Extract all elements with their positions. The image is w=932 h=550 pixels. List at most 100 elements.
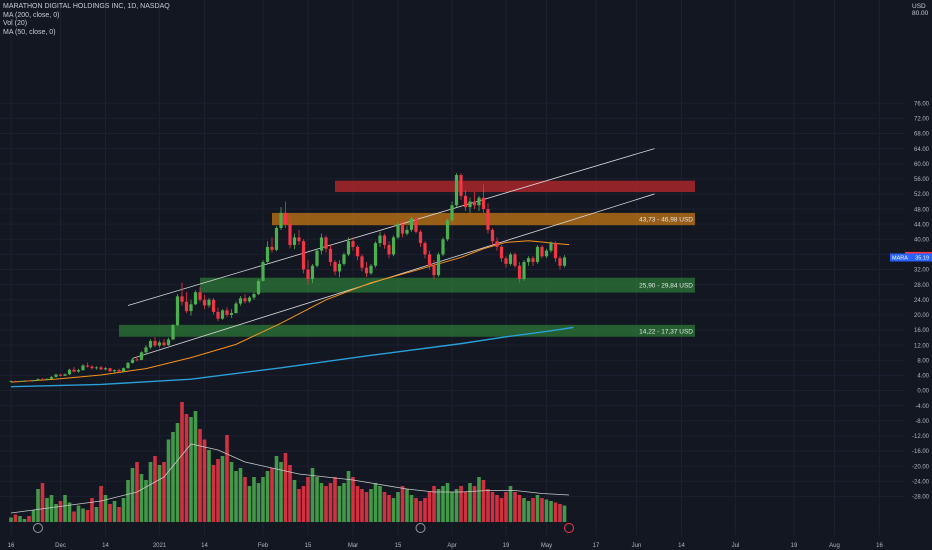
candle-body[interactable] (108, 368, 112, 372)
candle-body[interactable] (378, 235, 382, 244)
candle-body[interactable] (207, 299, 211, 306)
candle-body[interactable] (220, 310, 225, 319)
candle-body[interactable] (436, 254, 441, 276)
candle-body[interactable] (148, 340, 153, 348)
candle-body[interactable] (274, 227, 279, 250)
candle-body[interactable] (513, 254, 517, 266)
candle-body[interactable] (130, 359, 135, 363)
candle-body[interactable] (463, 195, 468, 208)
candle-body[interactable] (31, 380, 36, 382)
candle-body[interactable] (486, 209, 490, 230)
candle-body[interactable] (49, 376, 54, 379)
candle-body[interactable] (211, 299, 216, 312)
candle-body[interactable] (535, 246, 540, 262)
candle-body[interactable] (387, 244, 391, 255)
candle-body[interactable] (468, 201, 472, 208)
candle-body[interactable] (40, 379, 45, 380)
zone-green-3[interactable] (119, 324, 695, 337)
candle-body[interactable] (234, 303, 238, 314)
candle-body[interactable] (229, 313, 234, 315)
candle-body[interactable] (261, 261, 265, 281)
candle-body[interactable] (450, 205, 454, 221)
candle-body[interactable] (85, 365, 90, 367)
candle-body[interactable] (382, 235, 387, 245)
candle-body[interactable] (90, 366, 94, 369)
legend-ma50[interactable]: MA (50, close, 0) (3, 28, 56, 36)
candle-body[interactable] (180, 296, 184, 302)
candle-body[interactable] (270, 246, 274, 250)
candle-body[interactable] (216, 311, 220, 319)
candle-body[interactable] (112, 370, 117, 372)
candle-body[interactable] (63, 374, 67, 376)
candle-body[interactable] (103, 368, 108, 370)
candle-body[interactable] (445, 220, 450, 240)
zone-red-0[interactable] (335, 180, 695, 193)
candle-body[interactable] (279, 212, 283, 228)
candle-body[interactable] (499, 246, 504, 259)
candle-body[interactable] (252, 294, 256, 298)
candle-body[interactable] (405, 229, 409, 234)
candle-body[interactable] (301, 241, 306, 270)
currency-label[interactable]: USD 80.00 (912, 3, 928, 17)
candle-body[interactable] (396, 224, 400, 238)
legend-ma200[interactable]: MA (200, close, 0) (3, 11, 60, 19)
candle-body[interactable] (153, 340, 157, 346)
candle-body[interactable] (198, 292, 202, 300)
candle-body[interactable] (22, 380, 27, 382)
candle-body[interactable] (517, 265, 522, 279)
candle-body[interactable] (36, 379, 40, 381)
candle-body[interactable] (238, 298, 243, 304)
candle-body[interactable] (72, 369, 76, 372)
candle-body[interactable] (459, 175, 463, 196)
candle-body[interactable] (477, 197, 481, 206)
event-marker-icon[interactable] (415, 523, 426, 533)
candle-body[interactable] (481, 197, 486, 210)
candle-body[interactable] (324, 237, 328, 249)
candle-body[interactable] (81, 365, 85, 371)
candle-body[interactable] (432, 265, 436, 276)
candle-body[interactable] (351, 241, 355, 247)
candle-body[interactable] (58, 374, 63, 376)
zone-green-2[interactable] (200, 277, 695, 293)
candle-body[interactable] (193, 292, 198, 305)
candle-body[interactable] (54, 374, 58, 377)
candle-body[interactable] (508, 254, 513, 264)
candle-body[interactable] (283, 212, 288, 225)
candle-body[interactable] (243, 298, 247, 302)
candle-body[interactable] (67, 369, 72, 375)
candle-body[interactable] (99, 367, 103, 370)
candle-body[interactable] (126, 362, 130, 369)
legend-symbol[interactable]: MARATHON DIGITAL HOLDINGS INC, 1D, NASDA… (3, 3, 170, 10)
candle-body[interactable] (531, 258, 535, 262)
candle-body[interactable] (297, 237, 301, 242)
zone-orange-1[interactable] (272, 212, 695, 226)
candle-body[interactable] (27, 380, 31, 382)
candle-body[interactable] (495, 241, 499, 247)
candle-body[interactable] (414, 218, 418, 232)
candle-body[interactable] (256, 280, 261, 295)
candle-body[interactable] (310, 265, 315, 279)
candle-body[interactable] (265, 246, 270, 262)
candle-body[interactable] (162, 342, 166, 346)
candle-body[interactable] (346, 241, 351, 255)
candle-body[interactable] (423, 243, 427, 255)
event-marker-icon[interactable] (33, 523, 43, 533)
legend-vol[interactable]: Vol (20) (3, 20, 28, 27)
candle-body[interactable] (558, 258, 562, 266)
candle-body[interactable] (292, 237, 297, 245)
candle-body[interactable] (441, 239, 445, 255)
candle-body[interactable] (139, 352, 144, 360)
candle-body[interactable] (360, 256, 364, 268)
candle-body[interactable] (391, 237, 396, 255)
candle-body[interactable] (369, 265, 373, 274)
candle-body[interactable] (504, 258, 508, 264)
price-axis[interactable]: 76.00 72.00 68.00 64.00 60.00 56.00 52.00 48.00… (890, 0, 932, 550)
candle-body[interactable] (306, 269, 310, 279)
candle-body[interactable] (427, 254, 432, 266)
candle-body[interactable] (315, 250, 319, 266)
candle-body[interactable] (45, 378, 49, 380)
candle-body[interactable] (202, 299, 207, 306)
candle-body[interactable] (562, 257, 567, 266)
candle-body[interactable] (157, 342, 162, 346)
